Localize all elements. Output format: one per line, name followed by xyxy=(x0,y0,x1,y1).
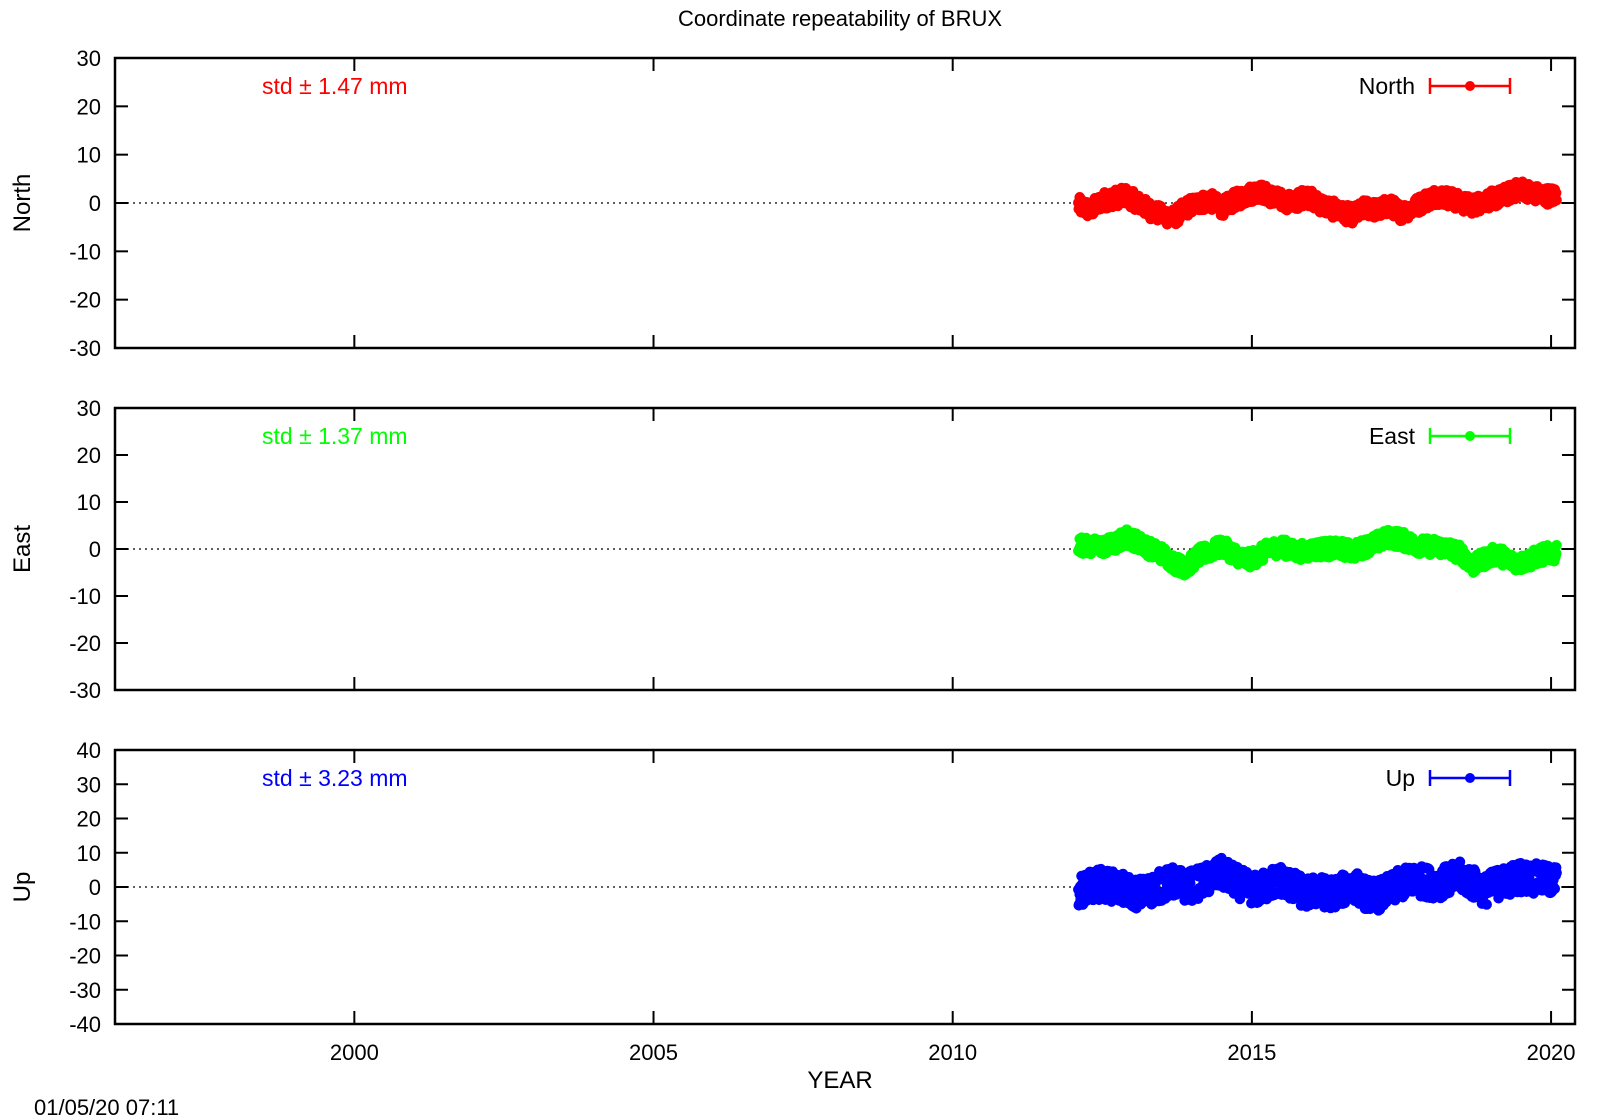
y-axis-label-east: East xyxy=(9,525,36,573)
y-tick-label-north: 10 xyxy=(77,143,101,168)
y-tick-label-east: -30 xyxy=(69,678,101,703)
y-tick-label-east: 20 xyxy=(77,443,101,468)
data-point-east xyxy=(1551,539,1562,551)
y-tick-label-north: 0 xyxy=(89,191,101,216)
series-up xyxy=(1073,852,1562,916)
std-label-up: std ± 3.23 mm xyxy=(262,765,408,791)
legend-marker-east xyxy=(1465,431,1475,441)
y-axis-label-north: North xyxy=(9,174,36,233)
y-tick-label-north: -20 xyxy=(69,288,101,313)
y-tick-label-east: -10 xyxy=(69,584,101,609)
y-tick-label-up: -30 xyxy=(69,978,101,1003)
legend-label-north: North xyxy=(1359,73,1415,99)
chart-title: Coordinate repeatability of BRUX xyxy=(678,6,1002,31)
std-label-north: std ± 1.47 mm xyxy=(262,73,408,99)
data-point-north xyxy=(1551,194,1562,206)
y-tick-label-up: -40 xyxy=(69,1012,101,1037)
legend-marker-up xyxy=(1465,773,1475,783)
y-tick-label-up: 0 xyxy=(89,875,101,900)
y-tick-label-up: -20 xyxy=(69,944,101,969)
legend-marker-north xyxy=(1465,81,1475,91)
y-tick-label-north: -30 xyxy=(69,336,101,361)
y-tick-label-up: 20 xyxy=(77,807,101,832)
legend-east: East xyxy=(1369,423,1512,449)
std-label-east: std ± 1.37 mm xyxy=(262,423,408,449)
y-tick-label-north: -10 xyxy=(69,239,101,264)
panel-north: -30 -20 -10 0 10 20 30 North std ± 1.47 mm North xyxy=(9,46,1577,361)
legend-up: Up xyxy=(1386,765,1512,791)
y-tick-label-up: 10 xyxy=(77,841,101,866)
y-tick-label-east: 10 xyxy=(77,490,101,515)
panel-east: -30 -20 -10 0 10 20 30 East std ± 1.37 mm East xyxy=(9,396,1577,703)
series-north xyxy=(1073,176,1562,230)
y-tick-label-east: 0 xyxy=(89,537,101,562)
legend-label-east: East xyxy=(1369,423,1416,449)
y-tick-label-up: 40 xyxy=(77,738,101,763)
series-east xyxy=(1073,524,1562,581)
y-tick-label-north: 30 xyxy=(77,46,101,71)
y-axis-label-up: Up xyxy=(9,872,36,903)
y-tick-label-up: 30 xyxy=(77,772,101,797)
y-tick-label-north: 20 xyxy=(77,94,101,119)
y-tick-label-east: 30 xyxy=(77,396,101,421)
legend-label-up: Up xyxy=(1386,765,1415,791)
legend-north: North xyxy=(1359,73,1512,99)
y-tick-label-east: -20 xyxy=(69,631,101,656)
panel-up: -40 -30 -20 -10 0 10 20 30 40 Up std ± 3.23 mm Up xyxy=(9,738,1577,1037)
y-tick-label-up: -10 xyxy=(69,909,101,934)
